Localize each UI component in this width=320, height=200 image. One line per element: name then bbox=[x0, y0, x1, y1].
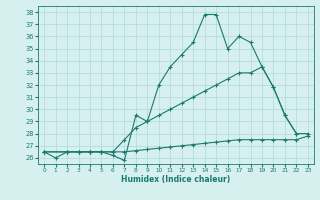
X-axis label: Humidex (Indice chaleur): Humidex (Indice chaleur) bbox=[121, 175, 231, 184]
